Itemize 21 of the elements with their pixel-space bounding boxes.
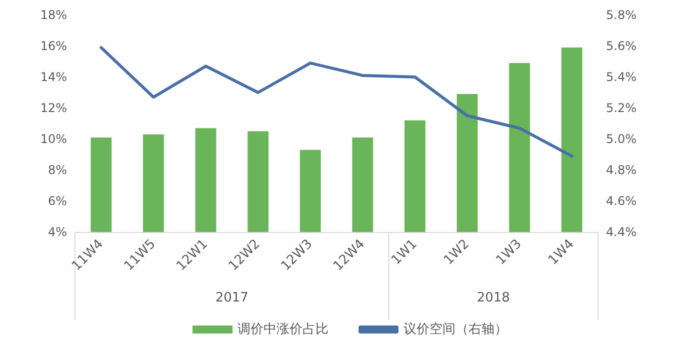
y-tick-label: 8% bbox=[48, 163, 67, 177]
y2-tick-label: 4.6% bbox=[606, 194, 636, 208]
legend-label: 议价空间（右轴） bbox=[404, 322, 508, 337]
y-tick-label: 10% bbox=[40, 132, 67, 146]
y2-tick-label: 5.6% bbox=[606, 39, 636, 53]
y-tick-label: 16% bbox=[40, 39, 67, 53]
y2-tick-label: 5.2% bbox=[606, 101, 636, 115]
y-tick-label: 12% bbox=[40, 101, 67, 115]
text: 2018 bbox=[476, 290, 510, 306]
y-tick-label: 18% bbox=[40, 8, 67, 22]
y-tick-label: 6% bbox=[48, 194, 67, 208]
y-tick-label: 14% bbox=[40, 70, 67, 84]
y2-tick-label: 5.4% bbox=[606, 70, 636, 84]
legend-label: 调价中涨价占比 bbox=[238, 322, 328, 337]
text: 2017 bbox=[215, 290, 248, 306]
line-series bbox=[100, 46, 574, 158]
y2-tick-label: 5.0% bbox=[606, 132, 636, 146]
y-tick-label: 4% bbox=[48, 225, 67, 239]
y2-tick-label: 4.4% bbox=[606, 225, 636, 239]
y2-tick-label: 4.8% bbox=[606, 163, 636, 177]
y2-tick-label: 5.8% bbox=[606, 8, 636, 22]
